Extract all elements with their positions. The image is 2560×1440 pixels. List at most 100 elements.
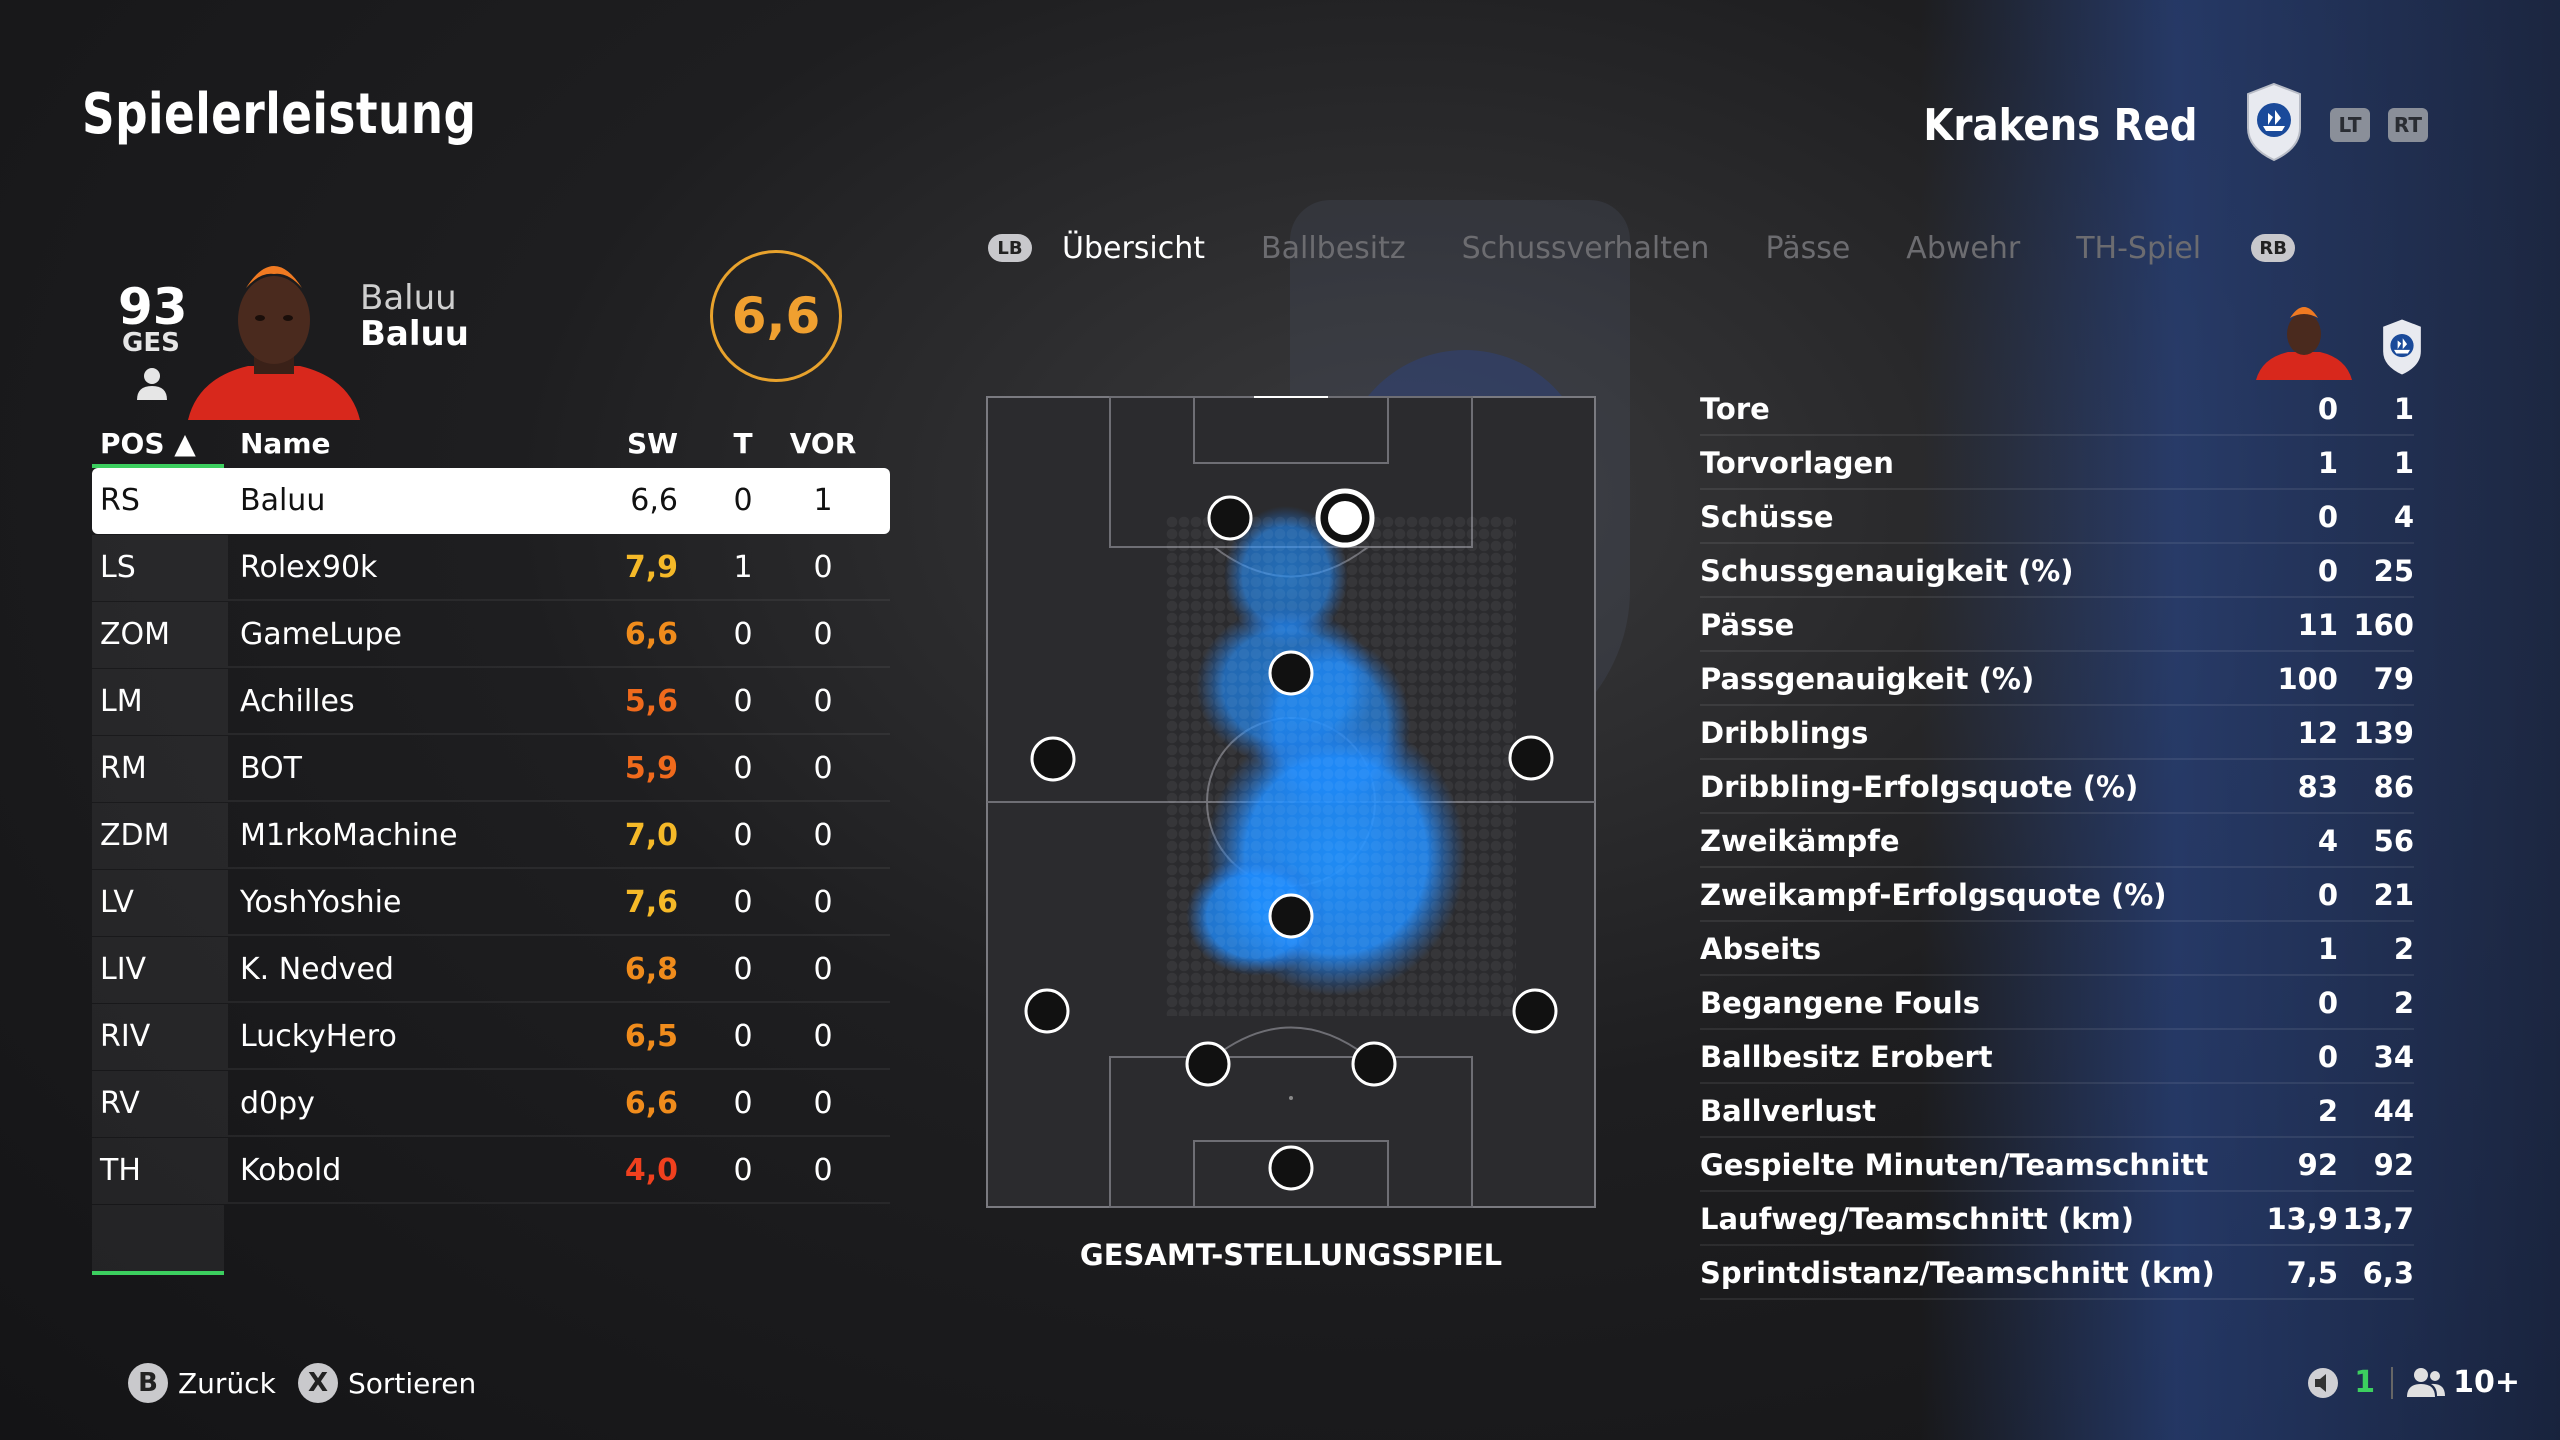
table-row[interactable]: ZOM GameLupe 6,6 0 0 xyxy=(92,602,890,668)
row-pos: RS xyxy=(100,482,140,518)
tab-abwehr[interactable]: Abwehr xyxy=(1906,230,2021,266)
table-row[interactable]: ZDM M1rkoMachine 7,0 0 0 xyxy=(92,803,890,869)
stat-team-value: 2 xyxy=(2393,932,2414,966)
row-rating: 7,0 xyxy=(624,817,678,853)
player-portrait xyxy=(188,266,360,420)
table-row[interactable]: TH Kobold 4,0 0 0 xyxy=(92,1138,890,1204)
table-row[interactable]: RIV LuckyHero 6,5 0 0 xyxy=(92,1004,890,1070)
row-assists: 0 xyxy=(813,1085,833,1121)
col-t-header[interactable]: T xyxy=(733,426,753,460)
stat-label: Schussgenauigkeit (%) xyxy=(1700,554,2074,588)
table-row[interactable]: LV YoshYoshie 7,6 0 0 xyxy=(92,870,890,936)
tab-bar: LB Übersicht Ballbesitz Schussverhalten … xyxy=(988,228,2325,268)
stat-label: Dribbling-Erfolgsquote (%) xyxy=(1700,770,2139,804)
stat-player-value: 100 xyxy=(2277,662,2338,696)
col-sw-header[interactable]: SW xyxy=(626,426,678,460)
row-assists: 0 xyxy=(813,750,833,786)
stat-row: Dribbling-Erfolgsquote (%) 83 86 xyxy=(1700,762,2414,814)
row-name: K. Nedved xyxy=(240,951,394,987)
row-goals: 0 xyxy=(733,1152,753,1188)
stat-row: Gespielte Minuten/Teamschnitt 92 92 xyxy=(1700,1140,2414,1192)
stat-row: Sprintdistanz/Teamschnitt (km) 7,5 6,3 xyxy=(1700,1248,2414,1300)
heatmap-area xyxy=(1166,506,1516,1016)
tab-paesse[interactable]: Pässe xyxy=(1765,230,1851,266)
lt-button[interactable]: LT xyxy=(2330,108,2370,142)
rt-button[interactable]: RT xyxy=(2388,108,2428,142)
row-rating: 6,5 xyxy=(624,1018,678,1054)
player-overall: 93 xyxy=(118,278,188,336)
team-column-crest-icon xyxy=(2383,319,2421,375)
col-pos-header[interactable]: POS ▲ xyxy=(100,426,196,460)
row-pos: LS xyxy=(92,535,228,599)
tab-uebersicht[interactable]: Übersicht xyxy=(1062,230,1206,266)
player-first-name: Baluu xyxy=(360,278,457,318)
lb-button[interactable]: LB xyxy=(988,234,1032,262)
back-button[interactable]: B Zurück xyxy=(128,1363,276,1403)
table-row[interactable]: LM Achilles 5,6 0 0 xyxy=(92,669,890,735)
col-vor-header[interactable]: VOR xyxy=(789,426,857,460)
stat-player-value: 0 xyxy=(2317,554,2338,588)
stat-label: Laufweg/Teamschnitt (km) xyxy=(1700,1202,2135,1236)
row-goals: 0 xyxy=(733,750,753,786)
stat-player-value: 92 xyxy=(2297,1148,2338,1182)
col-name-header[interactable]: Name xyxy=(240,426,331,460)
sort-label: Sortieren xyxy=(348,1366,477,1400)
row-pos: LIV xyxy=(92,937,228,1001)
stat-team-value: 44 xyxy=(2373,1094,2414,1128)
stat-row: Schussgenauigkeit (%) 0 25 xyxy=(1700,546,2414,598)
row-goals: 0 xyxy=(733,951,753,987)
background-figure xyxy=(1920,0,2560,1440)
stat-player-value: 12 xyxy=(2297,716,2338,750)
stat-row: Zweikampf-Erfolgsquote (%) 0 21 xyxy=(1700,870,2414,922)
row-pos: TH xyxy=(92,1138,228,1202)
page-title: Spielerleistung xyxy=(82,82,477,147)
party-count: 1 xyxy=(2354,1365,2376,1400)
row-pos: LM xyxy=(92,669,228,733)
row-rating: 7,9 xyxy=(624,549,678,585)
row-name: BOT xyxy=(240,750,302,786)
stat-player-value: 11 xyxy=(2297,608,2338,642)
row-name: GameLupe xyxy=(240,616,403,652)
stat-team-value: 56 xyxy=(2373,824,2414,858)
stat-row: Tore 0 1 xyxy=(1700,384,2414,436)
row-assists: 0 xyxy=(813,951,833,987)
row-assists: 0 xyxy=(813,1018,833,1054)
pitch-label: GESAMT-STELLUNGSSPIEL xyxy=(1079,1238,1503,1272)
row-goals: 0 xyxy=(733,884,753,920)
row-assists: 0 xyxy=(813,616,833,652)
tab-th-spiel[interactable]: TH-Spiel xyxy=(2076,230,2202,266)
player-table: POS ▲ Name SW T VOR RS Baluu 6,6 0 1 LS Rolex9… xyxy=(92,418,890,1275)
stat-team-value: 2 xyxy=(2393,986,2414,1020)
stat-team-value: 92 xyxy=(2373,1148,2414,1182)
stat-row: Zweikämpfe 4 56 xyxy=(1700,816,2414,868)
table-row[interactable]: LS Rolex90k 7,9 1 0 xyxy=(92,535,890,601)
stat-row: Passgenauigkeit (%) 100 79 xyxy=(1700,654,2414,706)
players-icon xyxy=(2407,1367,2446,1397)
stat-label: Zweikampf-Erfolgsquote (%) xyxy=(1700,878,2167,912)
pitch-heatmap xyxy=(986,396,1596,1208)
sort-button[interactable]: X Sortieren xyxy=(298,1363,476,1403)
tab-ballbesitz[interactable]: Ballbesitz xyxy=(1261,230,1406,266)
stat-team-value: 4 xyxy=(2393,500,2414,534)
row-assists: 0 xyxy=(813,817,833,853)
row-rating: 7,6 xyxy=(624,884,678,920)
stat-player-value: 1 xyxy=(2317,446,2338,480)
table-row[interactable]: RS Baluu 6,6 0 1 xyxy=(92,468,890,534)
tab-schussverhalten[interactable]: Schussverhalten xyxy=(1461,230,1710,266)
table-row[interactable]: RM BOT 5,9 0 0 xyxy=(92,736,890,802)
stat-label: Schüsse xyxy=(1700,500,1834,534)
player-column-icon xyxy=(2256,307,2352,380)
stat-team-value: 79 xyxy=(2373,662,2414,696)
row-rating: 5,6 xyxy=(624,683,678,719)
row-assists: 0 xyxy=(813,884,833,920)
table-row[interactable]: LIV K. Nedved 6,8 0 0 xyxy=(92,937,890,1003)
stat-player-value: 1 xyxy=(2317,932,2338,966)
stat-player-value: 13,9 xyxy=(2266,1202,2338,1236)
row-pos: RM xyxy=(92,736,228,800)
row-goals: 0 xyxy=(733,616,753,652)
stat-row: Pässe 11 160 xyxy=(1700,600,2414,652)
stat-row: Abseits 1 2 xyxy=(1700,924,2414,976)
rb-button[interactable]: RB xyxy=(2251,234,2296,262)
row-pos: LV xyxy=(92,870,228,934)
table-row[interactable]: RV d0py 6,6 0 0 xyxy=(92,1071,890,1137)
